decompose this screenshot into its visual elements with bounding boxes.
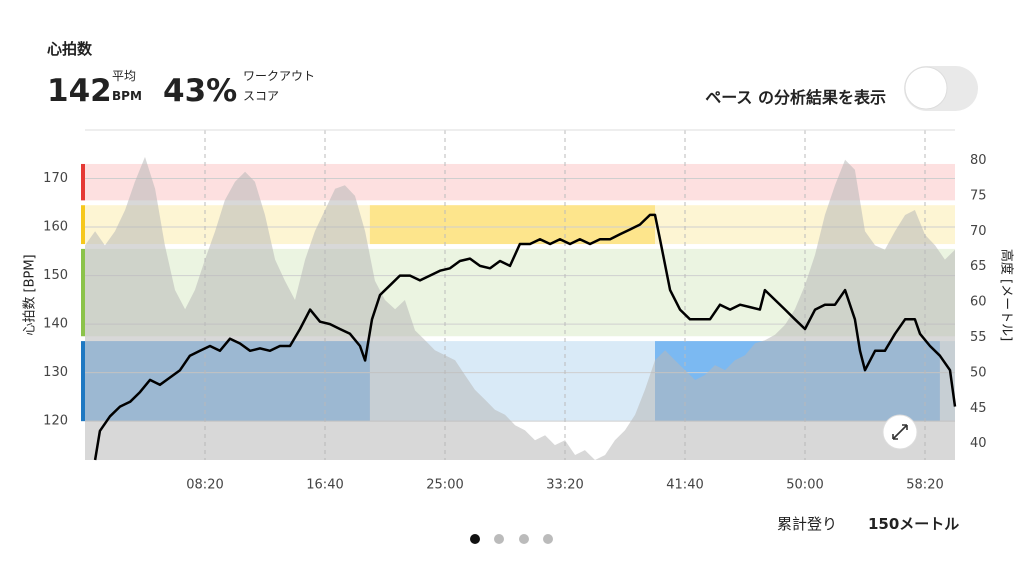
page-dot[interactable]	[543, 534, 553, 544]
zone-bar	[81, 205, 85, 245]
avg-label: 平均	[112, 69, 136, 83]
y2-tick-label: 40	[970, 436, 987, 451]
y-tick-label: 140	[43, 317, 68, 332]
page-dot[interactable]	[519, 534, 529, 544]
y-axis-label: 心拍数 [BPM]	[23, 254, 38, 335]
y-tick-label: 160	[43, 220, 68, 235]
y2-tick-label: 50	[970, 365, 987, 380]
toggle-knob[interactable]	[904, 66, 948, 110]
x-tick-label: 16:40	[306, 478, 343, 493]
score-label: スコア	[243, 89, 279, 103]
avg-unit: BPM	[112, 89, 142, 103]
score-label: ワークアウト	[243, 69, 315, 83]
y-tick-label: 130	[43, 365, 68, 380]
y2-tick-label: 65	[970, 259, 987, 274]
page-dot[interactable]	[470, 534, 480, 544]
zone-bar	[81, 341, 85, 422]
x-tick-label: 33:20	[546, 478, 583, 493]
x-tick-label: 58:20	[906, 478, 943, 493]
zone-bar	[81, 163, 85, 201]
heart-rate-line	[93, 213, 957, 461]
toggle-label: ペース の分析結果を表示	[705, 88, 886, 107]
expand-icon[interactable]	[892, 424, 908, 440]
toggle[interactable]	[904, 66, 978, 111]
zone-bar	[81, 248, 85, 337]
ascent-value: 150メートル	[868, 515, 959, 533]
y2-tick-label: 55	[970, 330, 987, 345]
y-tick-label: 170	[43, 171, 68, 186]
zone-band	[85, 163, 955, 201]
y-tick-label: 150	[43, 268, 68, 283]
ascent-label: 累計登り	[777, 515, 837, 533]
page-dot[interactable]	[494, 534, 504, 544]
x-tick-label: 25:00	[426, 478, 463, 493]
altitude-area	[85, 156, 955, 460]
score-value: 43%	[163, 73, 237, 109]
y2-tick-label: 45	[970, 401, 987, 416]
expand-button[interactable]	[882, 414, 918, 450]
zone-highlight	[369, 205, 655, 245]
y2-tick-label: 75	[970, 188, 987, 203]
section-title: 心拍数	[47, 40, 93, 58]
x-tick-label: 08:20	[186, 478, 223, 493]
x-tick-label: 50:00	[786, 478, 823, 493]
y2-tick-label: 60	[970, 295, 987, 310]
x-tick-label: 41:40	[666, 478, 703, 493]
plot: 120 130 140 150 160 170 40 45 50 55 60 65 70 75 80 08:2…	[23, 129, 1015, 493]
y-tick-label: 120	[43, 414, 68, 429]
avg-value: 142	[47, 73, 112, 109]
y2-tick-label: 80	[970, 153, 987, 168]
y2-tick-label: 70	[970, 224, 987, 239]
y2-axis-label: 高度 [メートル]	[999, 249, 1015, 341]
